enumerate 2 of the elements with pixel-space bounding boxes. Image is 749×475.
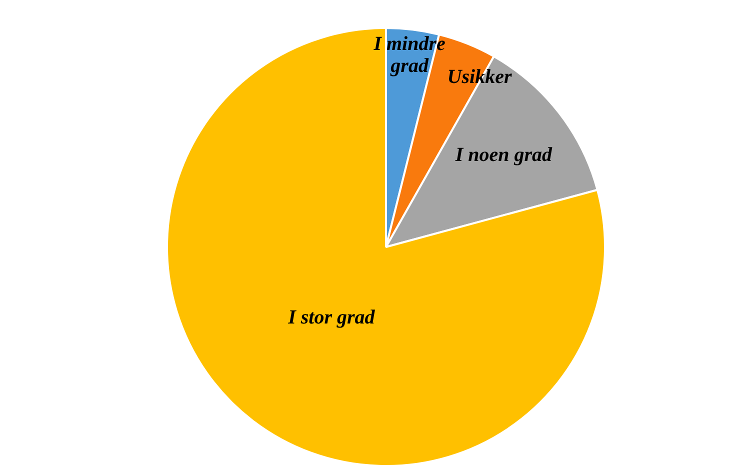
slice-label: I stor grad: [287, 306, 376, 328]
slice-label: I noen grad: [454, 144, 554, 166]
